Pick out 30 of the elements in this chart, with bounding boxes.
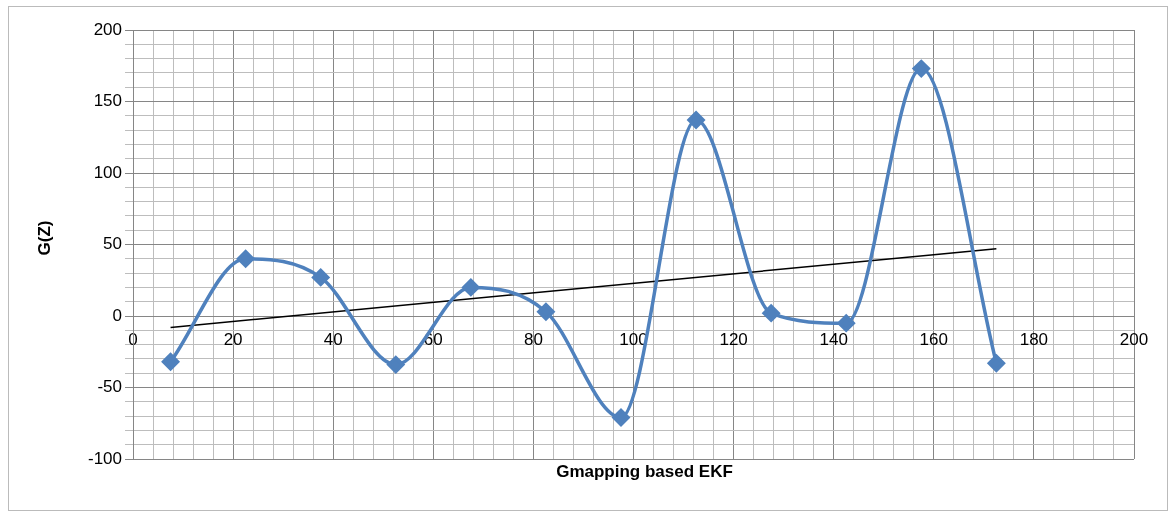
x-tick-label: 180 <box>1019 329 1049 349</box>
x-tick-label: 20 <box>223 329 243 349</box>
y-tick-label: 0 <box>112 305 123 325</box>
point <box>462 278 480 297</box>
point <box>537 302 555 321</box>
point <box>161 353 180 371</box>
y-axis-title: G(Z) <box>35 219 55 258</box>
y-tick-label: 100 <box>93 162 123 182</box>
y-tick-label: -50 <box>97 377 123 397</box>
y-tick-label: 200 <box>93 19 123 39</box>
point <box>387 355 405 374</box>
x-axis-title: Gmapping based EKF <box>555 462 734 482</box>
x-tick-label: 80 <box>523 329 543 349</box>
x-tick-label: 40 <box>323 329 343 349</box>
point <box>837 314 855 332</box>
point <box>687 111 705 129</box>
y-tick-label: 50 <box>103 234 123 254</box>
x-tick-label: 160 <box>919 329 948 349</box>
x-tick-label: 120 <box>719 329 748 349</box>
x-tick-label: 140 <box>819 329 848 349</box>
x-tick-label: 200 <box>1119 329 1149 349</box>
point <box>912 59 931 78</box>
y-tick-label: 150 <box>93 91 123 111</box>
x-tick-label: 0 <box>128 329 138 349</box>
y-tick-label: -100 <box>87 448 123 468</box>
point <box>762 304 780 322</box>
point <box>612 408 630 427</box>
point <box>311 268 330 287</box>
point <box>987 354 1006 372</box>
point <box>236 250 255 268</box>
